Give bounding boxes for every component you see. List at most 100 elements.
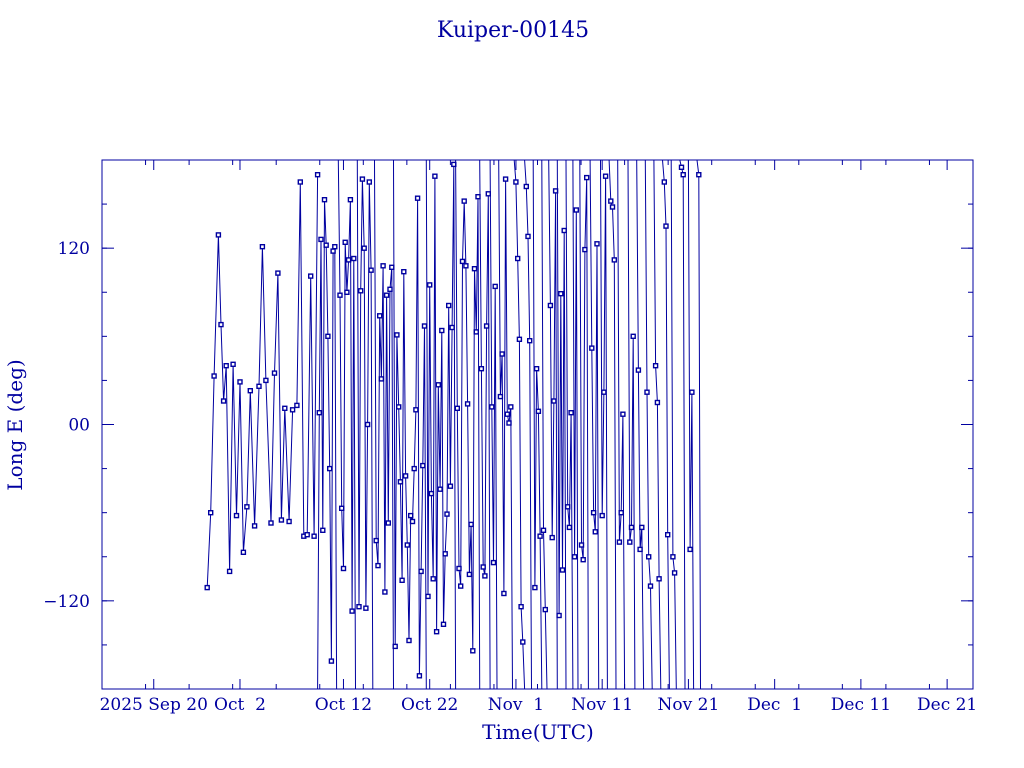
data-point [568,410,574,416]
data-point [515,255,521,262]
data-point [421,323,428,329]
data-point [533,366,540,372]
data-point [437,486,443,492]
data-point [318,236,324,243]
data-point [616,539,623,545]
data-point [525,233,531,240]
data-point [618,510,624,516]
data-point [540,527,547,533]
data-point [630,333,636,339]
data-point [501,590,507,597]
data-point [475,193,481,200]
data-point [680,171,686,178]
data-point [304,532,310,538]
data-point [413,407,419,413]
data-point [282,405,288,411]
data-point [337,292,343,298]
series-line [579,159,589,690]
data-point [378,376,385,382]
series-line [653,159,662,690]
data-point [608,198,614,204]
data-point [646,554,652,560]
data-point [399,577,405,583]
series-line [679,159,686,690]
data-point [589,345,595,351]
data-point [504,411,510,417]
data-point [401,269,407,275]
data-point [611,257,617,263]
data-point [471,266,478,272]
x-tick-label: Nov 11 [571,695,633,715]
data-point [520,639,526,645]
data-point [320,527,326,533]
plot-frame [101,159,974,690]
data-point [454,405,460,411]
data-point [411,465,417,472]
series-line [589,159,600,690]
data-point [492,283,498,290]
data-point [459,258,466,265]
data-point [582,246,588,253]
data-point [226,568,233,575]
data-point [316,410,322,416]
data-point [389,264,395,270]
series-line [556,159,567,690]
data-point [663,223,669,229]
data-point [661,179,667,185]
data-point [508,404,514,410]
series-line [425,159,457,690]
data-point [344,289,350,295]
data-point [286,518,292,525]
data-point [223,363,229,369]
x-tick-label: Oct 22 [401,695,458,715]
series-line [206,174,319,588]
data-point [244,504,250,510]
data-point [328,658,335,664]
data-point [637,546,643,553]
series-line [565,159,574,690]
data-point [652,363,659,369]
data-point [325,333,331,339]
data-point [670,554,676,560]
data-point [340,565,347,572]
data-point [620,411,626,417]
data-point [406,637,412,644]
data-point [330,248,336,254]
data-point [482,573,488,579]
data-point [271,370,278,376]
data-point [297,179,303,185]
data-point [339,505,345,511]
data-point [558,291,564,297]
data-point [358,288,364,294]
data-point [347,196,354,203]
data-point [247,388,254,394]
data-point [349,608,355,614]
data-point [580,557,586,563]
data-point [408,512,414,519]
data-point [689,389,695,395]
y-tick-label: 00 [68,416,90,436]
data-point [409,518,416,525]
data-point [380,263,386,269]
data-point [594,241,600,247]
series-line [608,159,617,690]
data-point [678,164,685,171]
data-point [639,524,645,531]
series-line [541,159,548,690]
data-point [549,534,555,541]
data-point [458,583,464,589]
data-point [418,568,424,575]
data-point [385,520,391,526]
data-point [439,327,445,334]
data-point [551,398,557,404]
data-point [420,462,426,469]
series-layer [204,159,702,690]
data-point [547,302,554,309]
data-point [440,621,447,627]
data-point [375,562,381,569]
data-point [425,593,431,600]
data-point [233,512,240,519]
series-line [662,159,670,690]
data-point [321,196,328,203]
series-line [524,159,532,690]
